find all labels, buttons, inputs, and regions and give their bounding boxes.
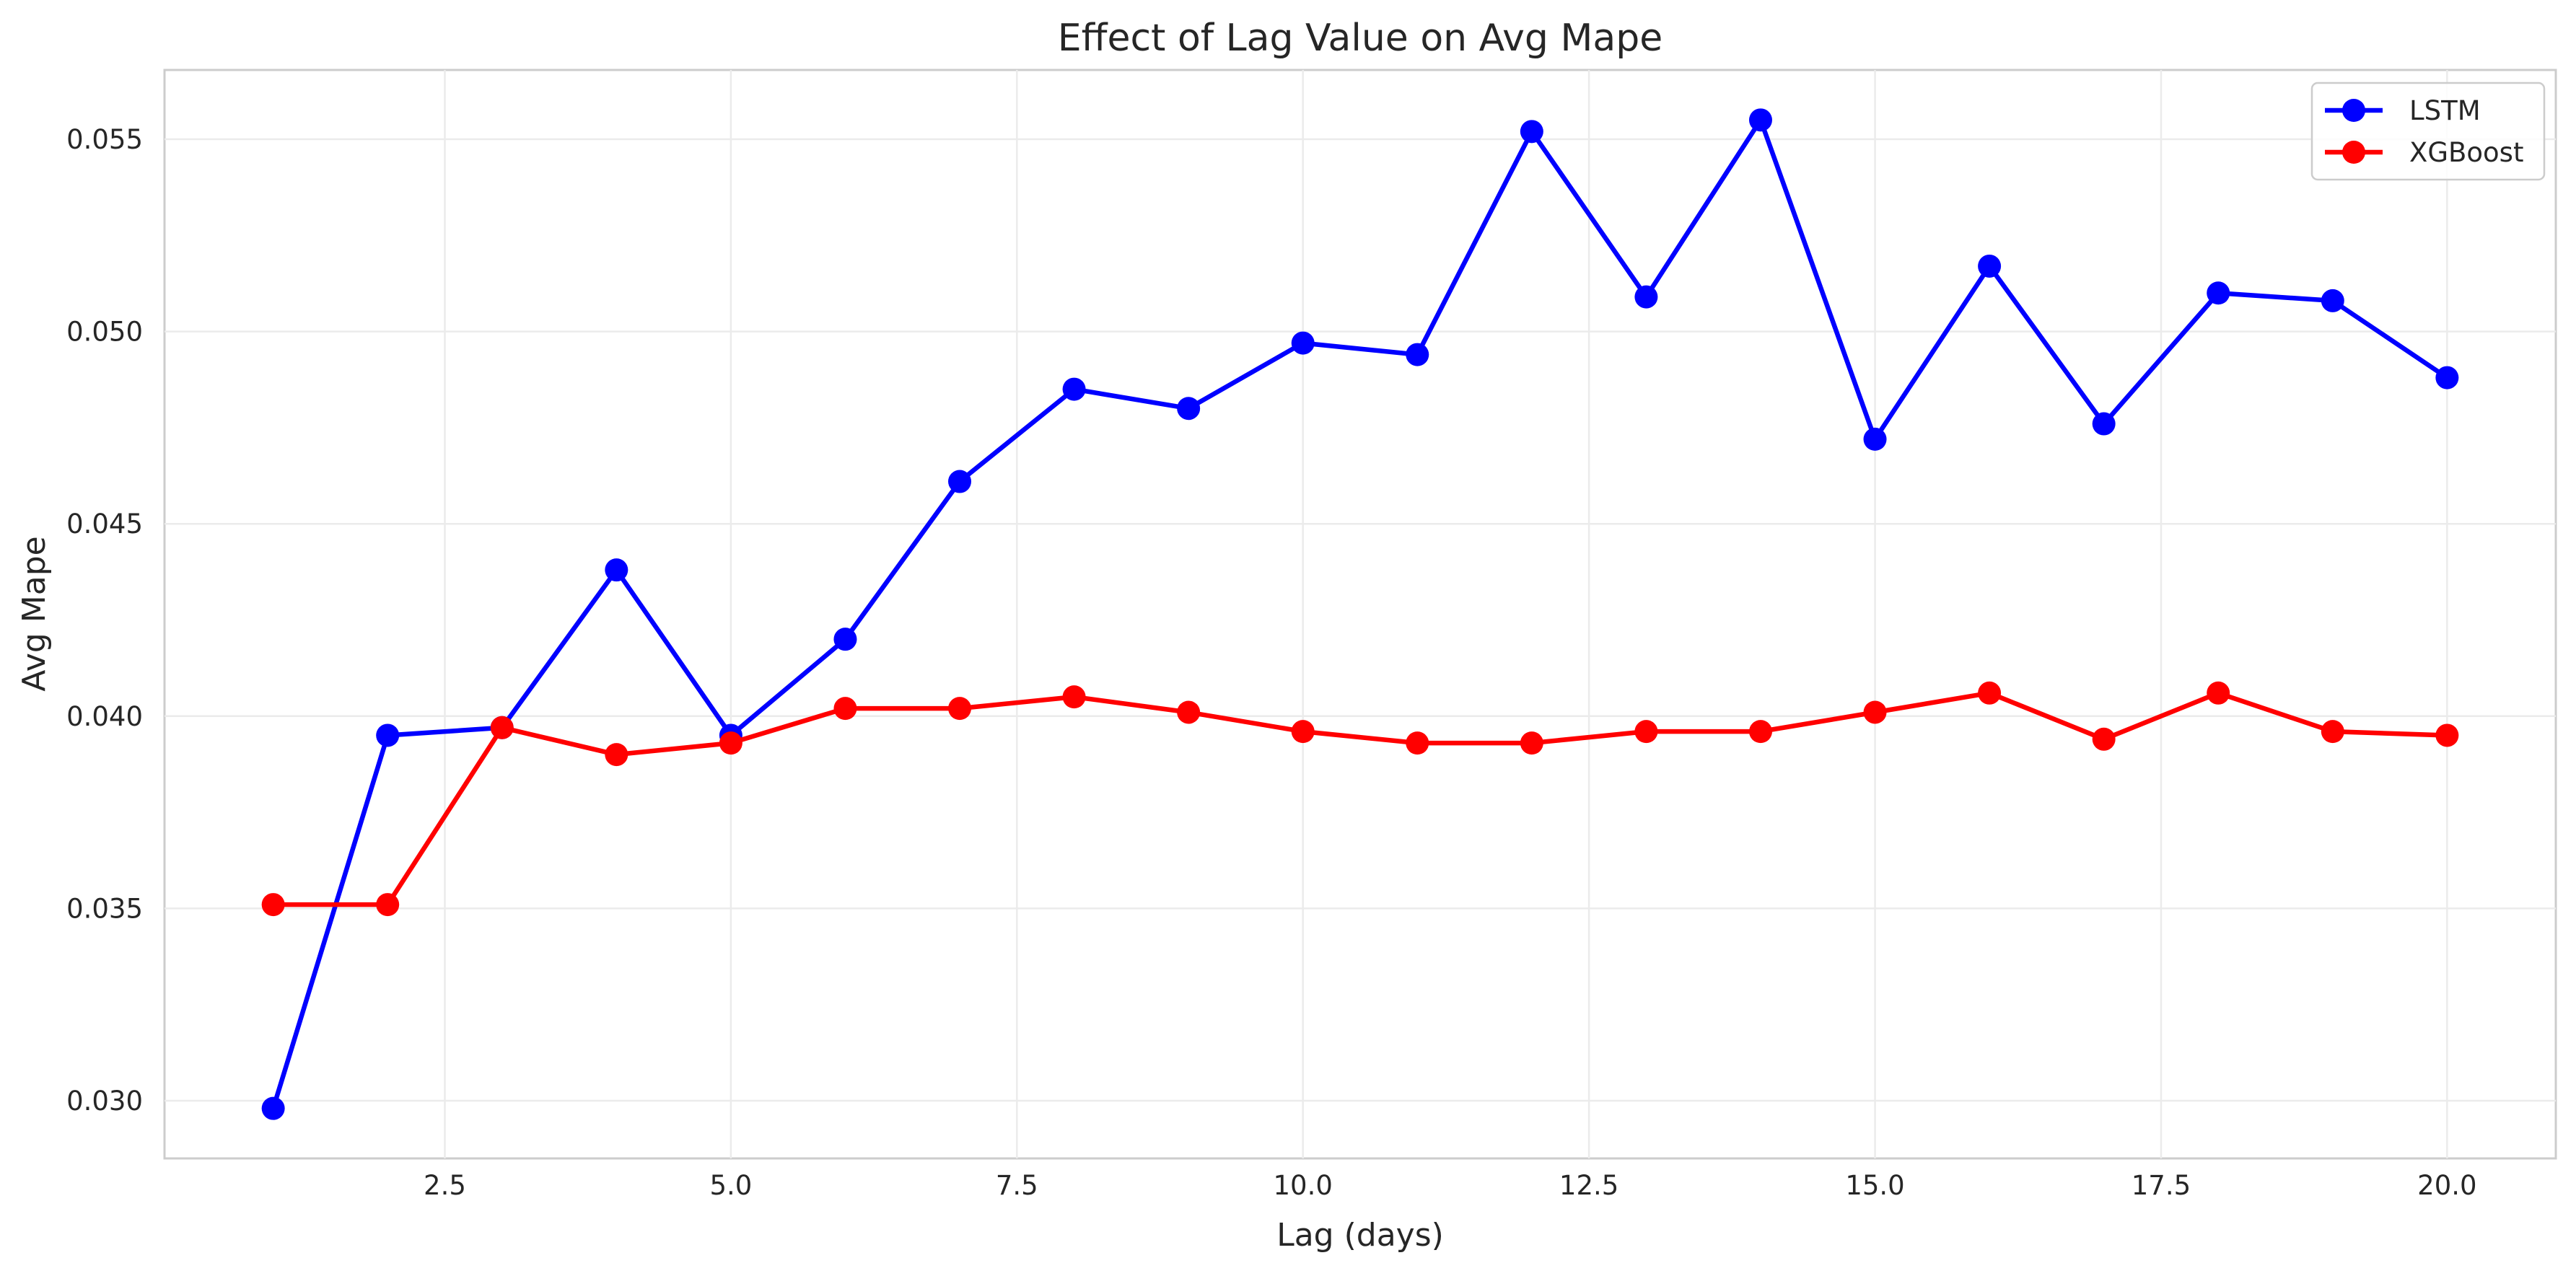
legend-swatch-marker <box>2342 99 2365 122</box>
data-point-lstm <box>2092 412 2116 436</box>
data-point-xgboost <box>1406 731 1429 755</box>
data-point-lstm <box>1062 377 1086 401</box>
legend: LSTM XGBoost <box>2310 82 2546 181</box>
y-tick-label: 0.035 <box>66 893 143 924</box>
x-tick-label: 17.5 <box>2132 1170 2191 1201</box>
grid <box>165 70 2556 1158</box>
data-point-xgboost <box>1291 720 1315 744</box>
data-point-lstm <box>1177 397 1201 421</box>
data-point-lstm <box>833 628 857 651</box>
data-point-lstm <box>2435 366 2459 390</box>
chart-title: Effect of Lag Value on Avg Mape <box>1058 17 1662 60</box>
legend-box <box>2310 82 2546 181</box>
series-xgboost <box>261 681 2459 917</box>
data-point-lstm <box>1748 108 1772 132</box>
y-tick-label: 0.030 <box>66 1086 143 1117</box>
data-point-lstm <box>376 723 400 747</box>
axis-ticks: 2.5 5.0 7.5 10.0 12.5 15.0 17.5 20.0 0.030 0.035 0… <box>66 124 2476 1201</box>
data-point-xgboost <box>261 893 285 917</box>
series-line-lstm <box>271 118 2450 1111</box>
data-point-lstm <box>1406 343 1429 366</box>
series-layer <box>261 108 2459 1120</box>
data-point-xgboost <box>605 743 628 767</box>
x-tick-label: 2.5 <box>424 1170 466 1201</box>
data-point-lstm <box>1520 120 1543 144</box>
data-point-lstm <box>948 470 972 493</box>
y-tick-label: 0.045 <box>66 509 143 540</box>
data-point-lstm <box>1978 254 2002 278</box>
y-tick-label: 0.050 <box>66 317 143 348</box>
data-point-lstm <box>2321 289 2344 312</box>
legend-label: XGBoost <box>2409 137 2523 168</box>
x-tick-label: 12.5 <box>1559 1170 1618 1201</box>
data-point-lstm <box>1863 427 1887 451</box>
data-point-lstm <box>261 1096 285 1120</box>
x-tick-label: 5.0 <box>709 1170 752 1201</box>
data-point-lstm <box>605 558 628 582</box>
series-line-xgboost <box>271 690 2450 907</box>
data-point-xgboost <box>490 716 514 739</box>
data-point-xgboost <box>1177 700 1201 724</box>
data-point-xgboost <box>2092 727 2116 751</box>
data-point-lstm <box>2207 281 2230 305</box>
data-point-xgboost <box>1978 681 2002 705</box>
data-point-lstm <box>1634 285 1658 309</box>
x-tick-label: 10.0 <box>1274 1170 1333 1201</box>
legend-swatch-marker <box>2342 141 2365 164</box>
y-tick-label: 0.055 <box>66 124 143 155</box>
y-tick-label: 0.040 <box>66 701 143 732</box>
data-point-xgboost <box>948 697 972 721</box>
y-axis-label: Avg Mape <box>16 536 53 691</box>
data-point-lstm <box>1291 331 1315 355</box>
data-point-xgboost <box>1863 700 1887 724</box>
plot-area <box>163 69 2557 1160</box>
data-point-xgboost <box>2207 681 2230 705</box>
data-point-xgboost <box>719 731 742 755</box>
legend-label: LSTM <box>2409 95 2481 126</box>
data-point-xgboost <box>1634 720 1658 744</box>
legend-item-xgboost: XGBoost <box>2325 137 2523 168</box>
data-point-xgboost <box>376 893 400 917</box>
legend-item-lstm: LSTM <box>2325 95 2481 126</box>
data-point-xgboost <box>1520 731 1543 755</box>
data-point-xgboost <box>833 697 857 721</box>
series-lstm <box>261 108 2459 1120</box>
x-tick-label: 15.0 <box>1845 1170 1904 1201</box>
data-point-xgboost <box>1748 720 1772 744</box>
x-tick-label: 20.0 <box>2417 1170 2476 1201</box>
x-axis-label: Lag (days) <box>1276 1217 1444 1254</box>
x-tick-label: 7.5 <box>996 1170 1038 1201</box>
data-point-xgboost <box>2435 723 2459 747</box>
data-point-xgboost <box>2321 720 2344 744</box>
data-point-xgboost <box>1062 685 1086 709</box>
